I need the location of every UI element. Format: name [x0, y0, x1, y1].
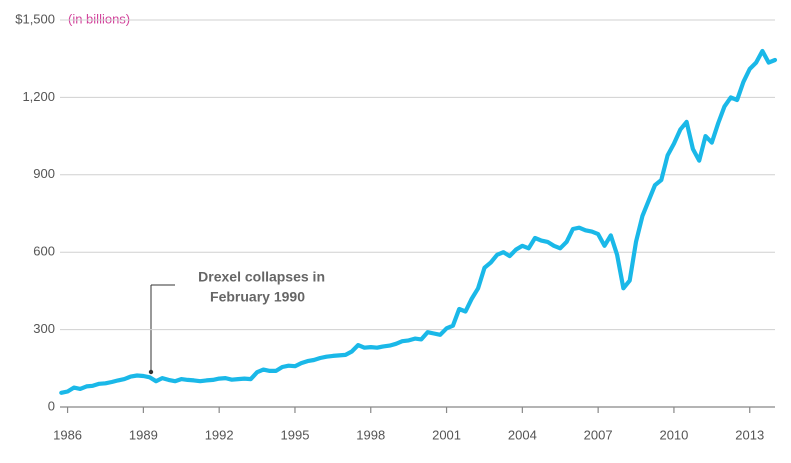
x-tick-label: 1995	[281, 427, 310, 442]
data-line	[59, 48, 778, 395]
annotation-dot	[148, 369, 154, 375]
y-tick-label: 1,200	[22, 89, 55, 104]
y-tick-label: 0	[48, 398, 55, 413]
x-tick-label: 2013	[735, 427, 764, 442]
x-tick-label: 1998	[356, 427, 385, 442]
x-tick-label: 2007	[584, 427, 613, 442]
x-tick-label: 1989	[129, 427, 158, 442]
x-tick-label: 1992	[205, 427, 234, 442]
x-tick-label: 2004	[508, 427, 537, 442]
annotation: Drexel collapses in	[198, 269, 325, 285]
y-tick-label: 900	[33, 166, 55, 181]
annotation: February 1990	[210, 289, 305, 305]
y-tick-label: 600	[33, 244, 55, 259]
x-tick-label: 2010	[659, 427, 688, 442]
y-tick-label: 300	[33, 321, 55, 336]
x-tick-label: 2001	[432, 427, 461, 442]
x-tick-label: 1986	[53, 427, 82, 442]
y-axis-label: (in billions)	[68, 11, 130, 26]
y-tick-label: $1,500	[15, 11, 55, 26]
